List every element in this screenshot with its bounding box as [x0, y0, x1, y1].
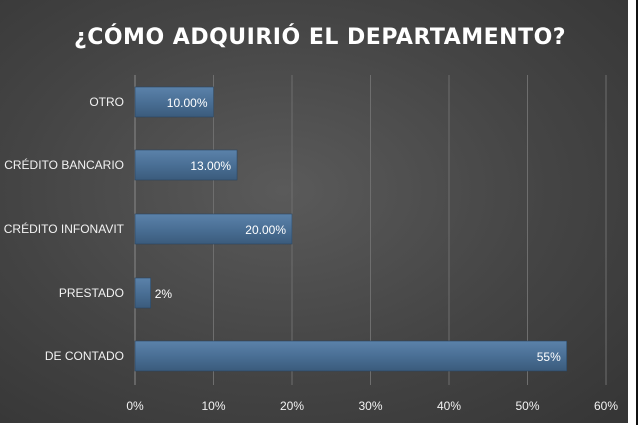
page-right-margin [628, 0, 640, 425]
x-tick-label: 20% [280, 399, 304, 413]
data-label: 20.00% [245, 223, 286, 237]
x-tick-label: 40% [437, 399, 461, 413]
x-tick-label: 60% [594, 399, 618, 413]
data-label: 55% [537, 350, 561, 364]
x-tick-label: 50% [515, 399, 539, 413]
chart-svg: ¿CÓMO ADQUIRIÓ EL DEPARTAMENTO? 0% 10% 20%… [3, 24, 619, 413]
label-layer: 0% 10% 20% 30% 40% 50% 60% OTRO 10.00% CRÉDITO BA… [4, 95, 619, 413]
page-right-border [636, 0, 638, 425]
data-label: 2% [155, 287, 173, 301]
bar [134, 277, 151, 309]
x-tick-label: 10% [201, 399, 225, 413]
bar [134, 340, 568, 372]
x-tick-label: 30% [358, 399, 382, 413]
chart-frame: ¿CÓMO ADQUIRIÓ EL DEPARTAMENTO? 0% 10% 20%… [0, 0, 628, 423]
category-label: OTRO [89, 95, 124, 109]
bar-layer [134, 86, 568, 372]
x-tick-label: 0% [126, 399, 144, 413]
category-label: PRESTADO [59, 286, 124, 300]
category-label: CRÉDITO INFONAVIT [4, 221, 125, 236]
bar [134, 86, 214, 118]
category-label: CRÉDITO BANCARIO [4, 157, 124, 172]
data-label: 13.00% [190, 159, 231, 173]
chart-title: ¿CÓMO ADQUIRIÓ EL DEPARTAMENTO? [74, 24, 566, 50]
bar [134, 213, 293, 245]
category-label: DE CONTADO [45, 349, 124, 363]
data-label: 10.00% [167, 96, 208, 110]
bar [134, 149, 238, 181]
